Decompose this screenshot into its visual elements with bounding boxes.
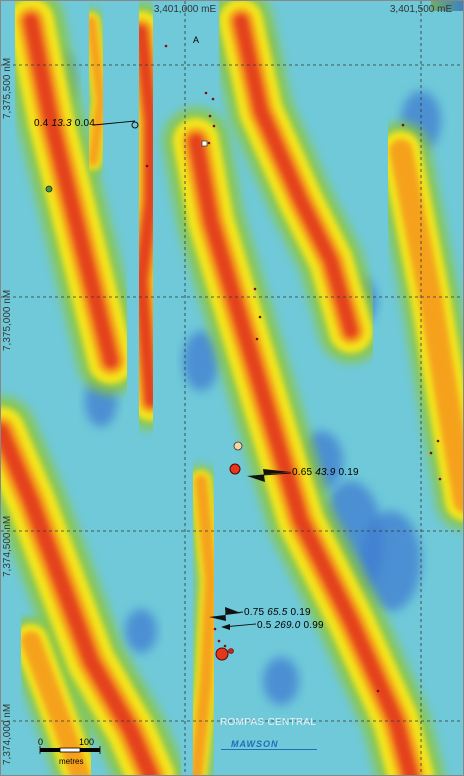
assay-annotation-4: 0.5 269.0 0.99 <box>257 620 324 631</box>
drill-collar-marker <box>229 463 241 475</box>
northing-label-2: 7,375,000 nM <box>2 289 13 351</box>
arrow-icon <box>247 469 291 482</box>
sample-point <box>211 97 215 101</box>
easting-label-2: 3,401,500 mE <box>389 4 453 15</box>
sample-point <box>258 315 262 319</box>
assay-value: 43.9 <box>315 467 336 478</box>
assay-value: 0.4 <box>34 118 49 129</box>
sample-point <box>145 164 149 168</box>
sample-point <box>213 627 217 631</box>
assay-value: 0.75 <box>244 607 265 618</box>
assay-annotation-3: 0.75 65.5 0.19 <box>244 607 311 618</box>
drill-collar-marker <box>228 648 234 654</box>
assay-value: 0.99 <box>303 620 324 631</box>
assay-value: 0.19 <box>290 607 311 618</box>
assay-annotation-2: 0.65 43.9 0.19 <box>292 467 359 478</box>
arrow-shaft <box>224 611 244 615</box>
arrow-shaft <box>262 472 292 476</box>
sample-point <box>164 44 168 48</box>
sample-point <box>212 124 216 128</box>
sample-point <box>223 644 227 648</box>
sample-point <box>208 114 212 118</box>
sample-point <box>255 337 259 341</box>
anomaly-core <box>85 15 107 167</box>
northing-label-1: 7,375,500 nM <box>2 57 13 119</box>
assay-value: 0.04 <box>74 118 96 129</box>
sample-point <box>217 639 221 643</box>
sample-marker-layer <box>45 44 442 693</box>
arrowhead-icon <box>221 624 230 630</box>
site-name: ROMPAS CENTRAL <box>220 717 317 728</box>
drill-collar-marker <box>215 647 229 661</box>
low-anomaly-patch <box>125 609 157 653</box>
assay-value: 269.0 <box>274 620 301 631</box>
scale-bar: 0 100 metres <box>35 737 115 767</box>
assay-value: 65.5 <box>267 607 288 618</box>
corner-inset <box>431 1 463 11</box>
sample-point <box>438 477 442 481</box>
anomaly-high <box>1 423 159 775</box>
anomaly-core <box>389 139 463 513</box>
anomaly-high <box>134 24 158 408</box>
assay-value: 0.65 <box>292 467 313 478</box>
low-anomaly-patch <box>263 657 299 705</box>
drill-collar-marker <box>45 185 53 193</box>
sample-point <box>253 287 257 291</box>
drill-collar-marker <box>233 441 243 451</box>
easting-label-1: 3,401,000 mE <box>153 4 217 15</box>
drill-collar-marker <box>131 121 139 129</box>
scale-zero-label: 0 <box>38 737 44 747</box>
northing-label-4: 7,374,000 nM <box>2 703 13 765</box>
logo-underline <box>221 749 317 750</box>
assay-value: 0.19 <box>338 467 359 478</box>
sample-point <box>376 689 380 693</box>
drill-collar-marker <box>201 140 208 147</box>
arrow-icon <box>209 607 241 621</box>
north-marker: A <box>193 35 200 45</box>
scale-unit-label: metres <box>59 757 84 766</box>
assay-value: 0.5 <box>257 620 272 631</box>
scale-end-label: 100 <box>79 737 95 747</box>
anomaly-high <box>188 133 419 775</box>
sample-point <box>436 439 440 443</box>
company-logo: MAWSON <box>231 739 279 749</box>
annotation-leader-line <box>93 120 136 126</box>
anomaly-high <box>23 13 119 369</box>
sample-point <box>207 141 211 145</box>
low-anomaly-patch <box>183 331 219 391</box>
northing-label-3: 7,374,500 nM <box>2 515 13 577</box>
scale-bar-graphic <box>39 746 101 754</box>
low-anomaly-patch <box>361 511 421 611</box>
assay-annotation-1: 0.4 13.3 0.04 <box>34 118 95 129</box>
sample-point <box>204 91 208 95</box>
assay-value: 13.3 <box>51 118 72 129</box>
anomaly-high <box>233 13 359 339</box>
sample-point <box>401 123 405 127</box>
sample-point <box>429 451 433 455</box>
